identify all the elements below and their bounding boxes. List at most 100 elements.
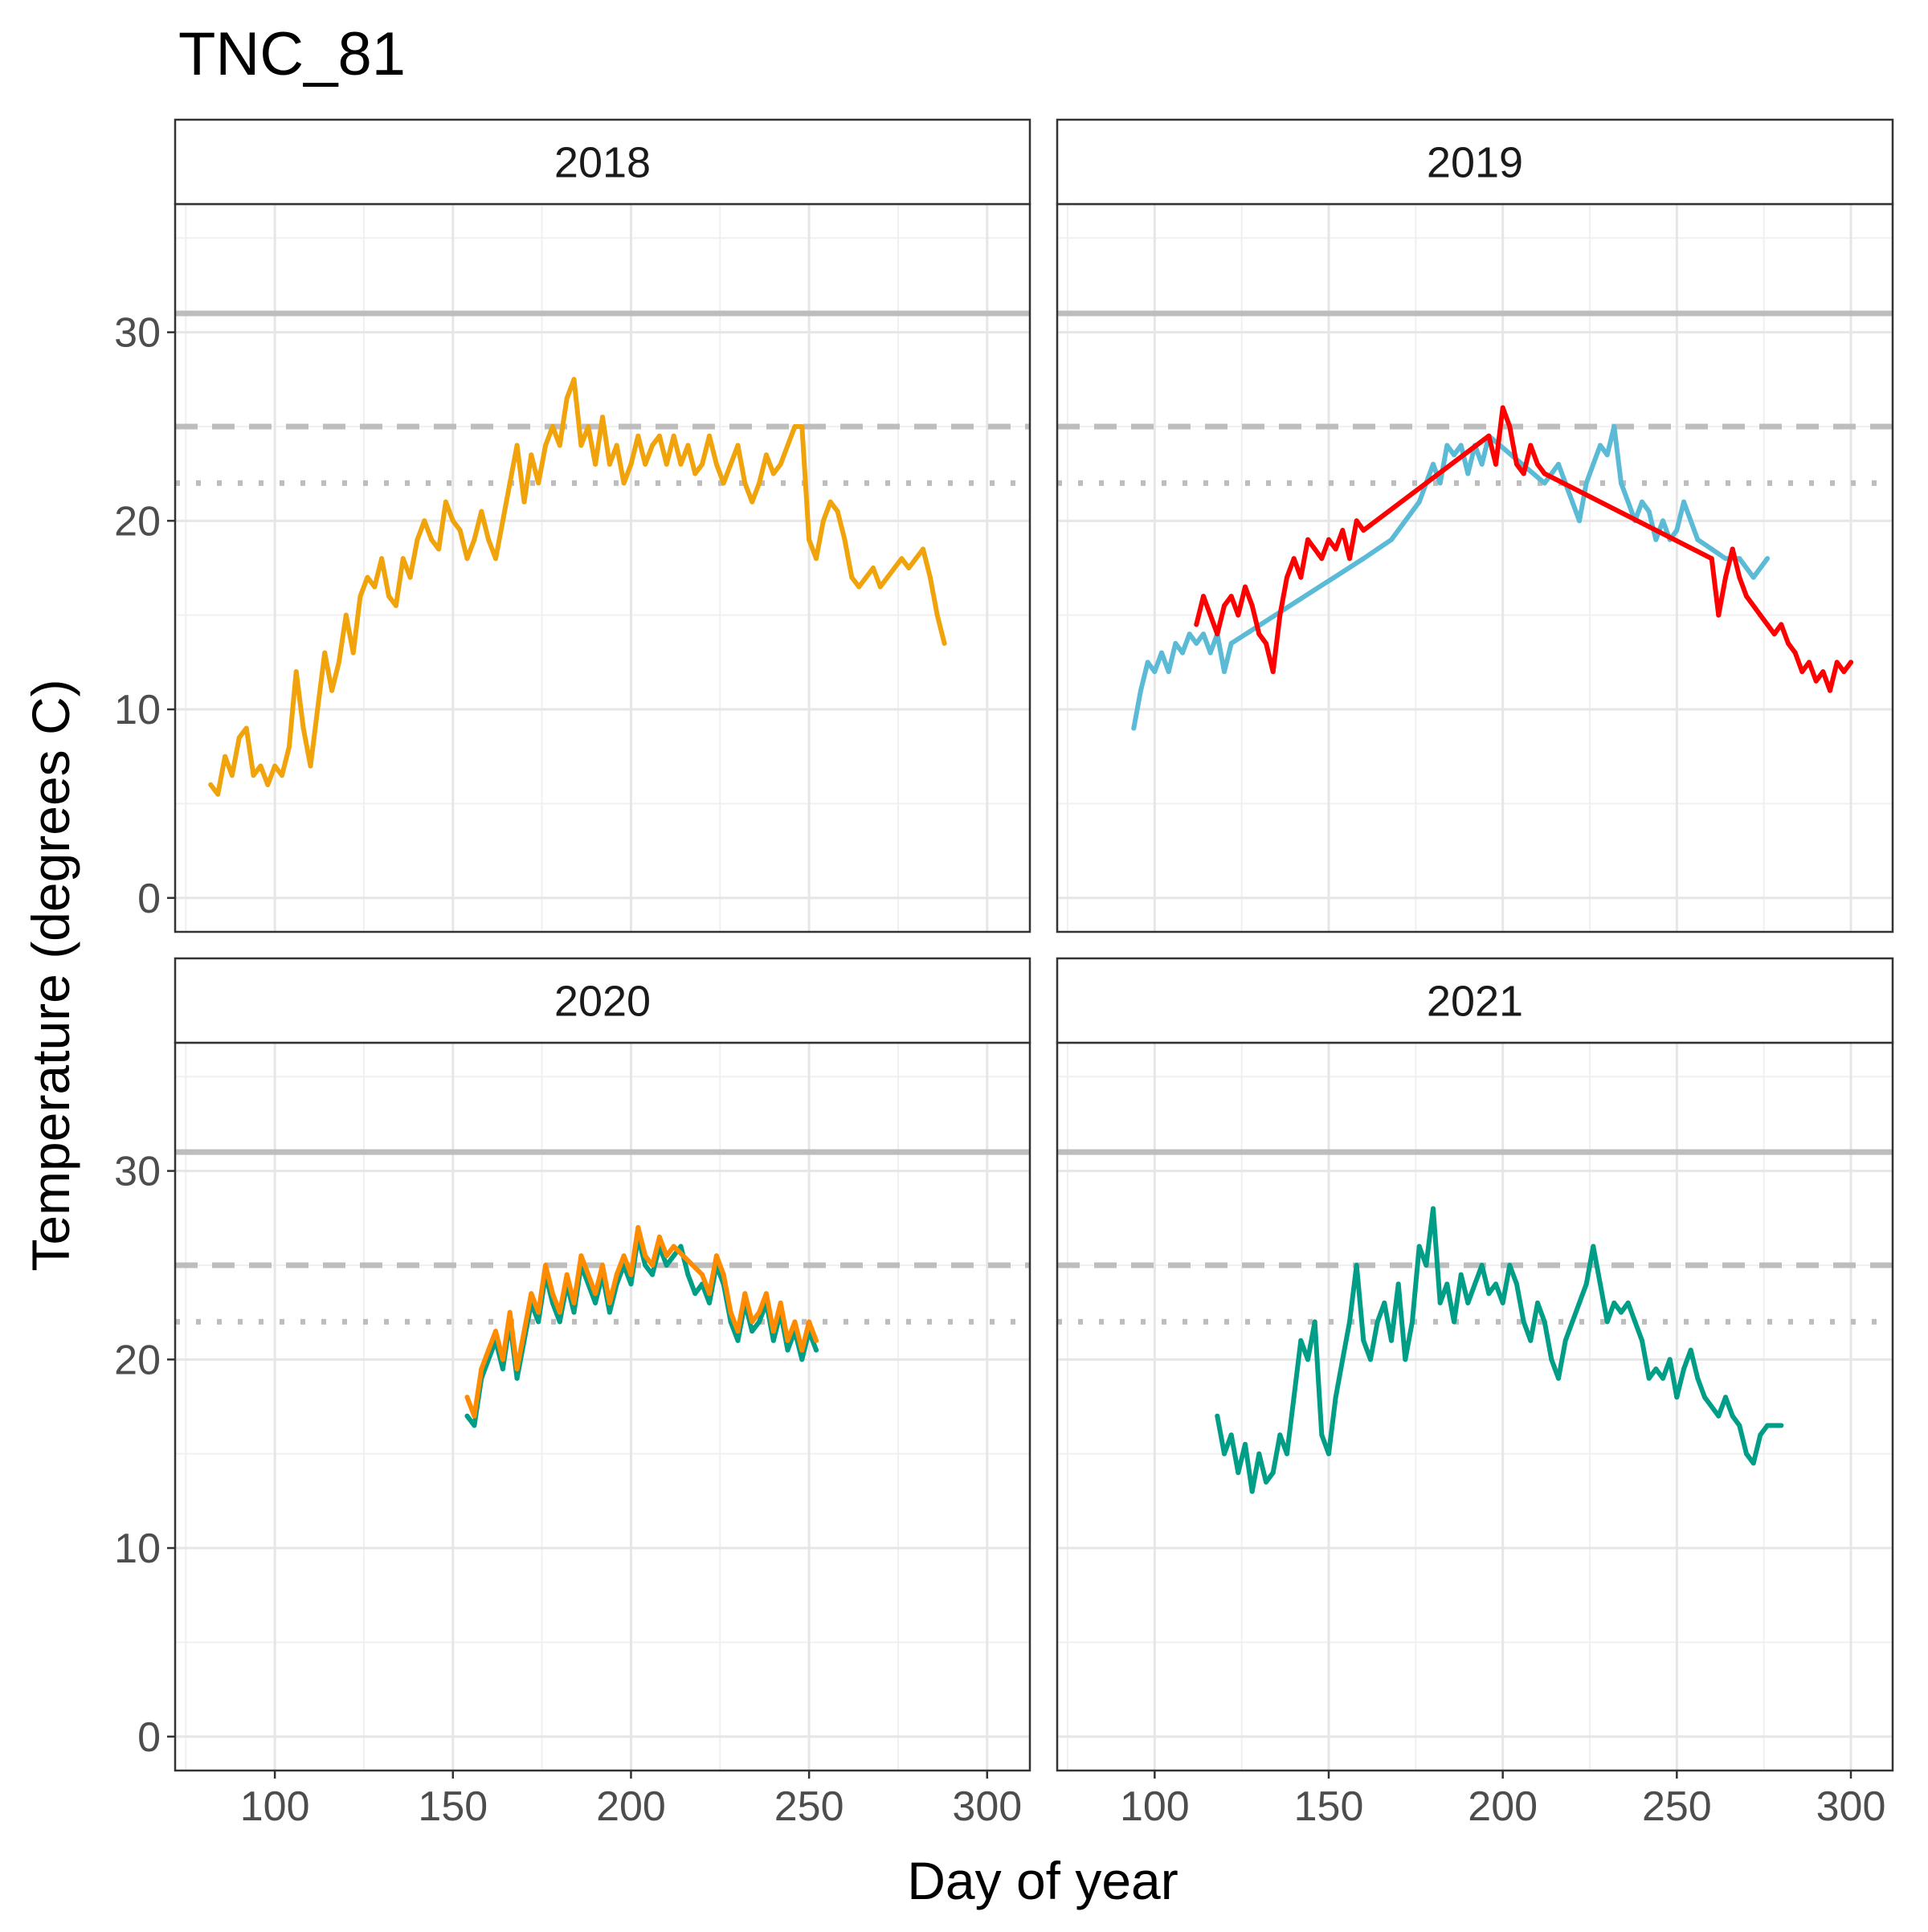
panel-2018: 2018 0 10 20 30: [114, 118, 1031, 933]
data-point: [1723, 1395, 1728, 1400]
data-point: [614, 1272, 619, 1277]
data-point: [884, 574, 890, 580]
data-point: [1514, 461, 1519, 467]
data-point: [1236, 612, 1241, 618]
data-point: [1577, 1300, 1582, 1305]
data-point: [1528, 1338, 1534, 1343]
data-point: [835, 509, 840, 514]
data-point: [770, 1338, 776, 1343]
data-point: [1277, 1432, 1283, 1438]
data-point: [549, 1291, 555, 1297]
data-point: [1458, 443, 1464, 448]
data-point: [735, 1338, 741, 1343]
data-point: [1479, 1263, 1485, 1268]
data-point: [1194, 622, 1199, 627]
data-point: [692, 471, 698, 476]
data-point: [415, 537, 420, 542]
data-point: [1716, 612, 1722, 618]
data-point: [357, 594, 363, 599]
data-point: [500, 1357, 505, 1362]
data-point: [1452, 452, 1456, 458]
data-point: [721, 480, 726, 486]
data-point: [1340, 1357, 1346, 1362]
data-point: [1249, 602, 1255, 608]
data-point: [664, 1253, 669, 1259]
data-point: [713, 1253, 719, 1259]
data-point: [1319, 1432, 1325, 1438]
data-point: [728, 461, 733, 467]
data-point: [1256, 1451, 1262, 1456]
data-point: [1473, 1281, 1477, 1287]
x-axis-title: Day of year: [907, 1851, 1178, 1910]
data-point: [643, 1263, 648, 1268]
data-point: [1646, 1375, 1652, 1381]
data-point: [1194, 640, 1199, 646]
data-point: [386, 594, 391, 599]
data-point: [1207, 650, 1213, 656]
data-point: [1500, 405, 1505, 410]
data-point: [1779, 1423, 1784, 1428]
data-point: [757, 1319, 762, 1325]
data-point: [514, 1375, 520, 1381]
data-point: [229, 773, 235, 778]
data-point: [1249, 1489, 1255, 1494]
data-point: [1695, 1375, 1701, 1381]
data-point: [707, 433, 712, 439]
data-point: [272, 763, 278, 769]
data-point: [1667, 1357, 1673, 1362]
data-point: [1305, 1357, 1310, 1362]
data-point: [1215, 1413, 1220, 1419]
data-point: [700, 1272, 705, 1277]
data-point: [1228, 640, 1234, 646]
data-point: [1354, 1263, 1359, 1268]
data-point: [1201, 631, 1206, 637]
data-point: [479, 509, 484, 514]
panel-background: [1057, 1043, 1893, 1771]
data-point: [1758, 612, 1763, 618]
strip-label: 2020: [554, 978, 651, 1026]
data-point: [1792, 650, 1798, 656]
data-point: [1207, 612, 1213, 618]
data-point: [593, 1300, 598, 1305]
data-point: [223, 754, 228, 759]
data-point: [1570, 1319, 1575, 1325]
data-point: [529, 452, 534, 458]
data-point: [750, 499, 755, 504]
data-point: [728, 1309, 733, 1315]
data-point: [329, 688, 335, 693]
data-point: [1632, 1319, 1638, 1325]
data-point: [1702, 1395, 1707, 1400]
data-point: [678, 1244, 684, 1249]
data-point: [1619, 480, 1624, 486]
data-point: [1215, 631, 1220, 637]
data-point: [1750, 1460, 1756, 1466]
data-point: [1828, 688, 1832, 693]
data-point: [507, 1309, 513, 1315]
y-tick-label: 0: [137, 1714, 161, 1761]
data-point: [1465, 471, 1471, 476]
data-point: [1340, 528, 1346, 533]
data-point: [280, 773, 284, 778]
data-point: [635, 433, 641, 439]
data-point: [1236, 1470, 1241, 1476]
data-point: [600, 415, 605, 420]
data-point: [1604, 1319, 1610, 1325]
data-point: [628, 461, 634, 467]
data-point: [621, 480, 627, 486]
x-tick-label: 200: [1468, 1783, 1538, 1830]
data-point: [877, 584, 883, 590]
data-point: [1285, 574, 1289, 580]
data-point: [564, 1272, 570, 1277]
data-point: [1640, 499, 1644, 504]
data-point: [472, 1423, 477, 1428]
data-point: [1305, 537, 1310, 542]
data-point: [343, 612, 349, 618]
data-point: [1416, 499, 1422, 504]
data-point: [1542, 471, 1547, 476]
data-point: [422, 518, 427, 524]
data-point: [1841, 669, 1847, 675]
data-point: [536, 1319, 541, 1325]
data-point: [486, 1347, 492, 1353]
data-point: [493, 556, 498, 562]
data-point: [1709, 1404, 1714, 1409]
